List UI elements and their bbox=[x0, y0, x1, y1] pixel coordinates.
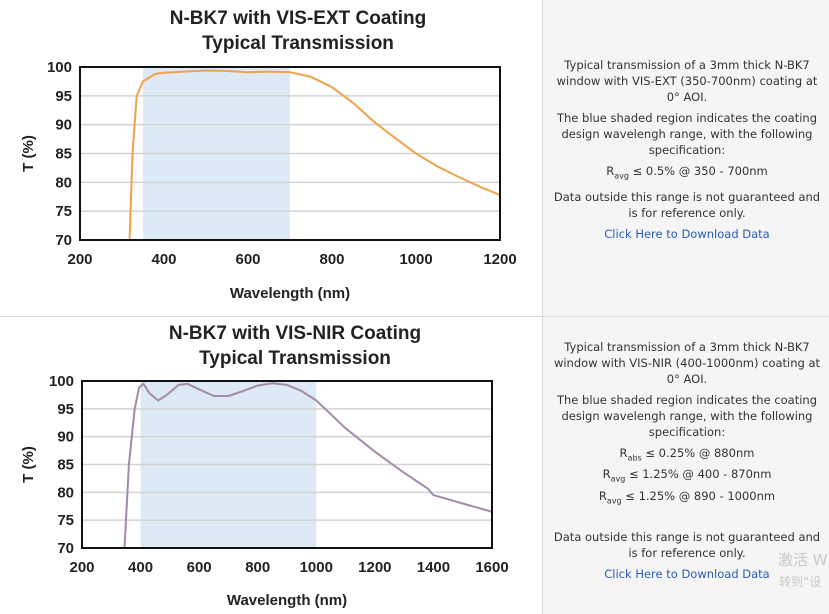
x-tick-label: 1000 bbox=[300, 559, 333, 576]
y-tick-label: 80 bbox=[57, 484, 74, 501]
chart-title: N-BK7 with VIS-NIR Coating bbox=[169, 323, 421, 344]
y-axis-label: T (%) bbox=[20, 135, 37, 172]
y-tick-label: 70 bbox=[57, 540, 74, 557]
y-tick-label: 100 bbox=[47, 59, 72, 76]
y-tick-label: 80 bbox=[55, 174, 72, 191]
chart-subtitle: Typical Transmission bbox=[199, 348, 391, 369]
transmission-curve bbox=[123, 382, 493, 549]
spec-text: ≤ 1.25% @ 890 - 1000nm bbox=[625, 488, 776, 503]
y-tick-label: 75 bbox=[57, 512, 74, 529]
y-tick-label: 100 bbox=[49, 373, 74, 390]
x-tick-label: 800 bbox=[319, 251, 344, 268]
spec-symbol: R bbox=[598, 488, 607, 503]
x-tick-label: 1000 bbox=[399, 251, 432, 268]
disclaimer: Data outside this range is not guarantee… bbox=[553, 529, 821, 560]
download-data-link[interactable]: Click Here to Download Data bbox=[604, 566, 770, 581]
plot-frame bbox=[79, 66, 501, 241]
spec-subscript: abs bbox=[627, 453, 642, 463]
transmission-curve bbox=[128, 69, 501, 241]
chart-row-vis-ext: N-BK7 with VIS-EXT Coating Typical Transm… bbox=[0, 0, 829, 316]
y-tick-label: 95 bbox=[55, 88, 72, 105]
spec-text: ≤ 0.5% @ 350 - 700nm bbox=[632, 164, 768, 178]
y-tick-label: 85 bbox=[57, 457, 74, 474]
x-tick-label: 1200 bbox=[358, 559, 391, 576]
spec-text: ≤ 1.25% @ 400 - 870nm bbox=[628, 467, 772, 482]
x-axis-label: Wavelength (nm) bbox=[230, 285, 350, 302]
plot-frame bbox=[81, 380, 493, 549]
x-tick-label: 1600 bbox=[475, 559, 508, 576]
chart-cell: N-BK7 with VIS-EXT Coating Typical Transm… bbox=[0, 0, 542, 316]
x-tick-label: 400 bbox=[128, 559, 153, 576]
spec-line: Ravg ≤ 0.5% @ 350 - 700nm bbox=[553, 163, 821, 184]
x-tick-label: 200 bbox=[67, 251, 92, 268]
activation-watermark-sub: 转到“设 bbox=[779, 575, 822, 589]
disclaimer: Data outside this range is not guarantee… bbox=[553, 190, 821, 221]
description-shading: The blue shaded region indicates the coa… bbox=[556, 393, 818, 439]
y-tick-label: 95 bbox=[57, 401, 74, 418]
description-text: Typical transmission of a 3mm thick N-BK… bbox=[553, 340, 821, 386]
spec-subscript: avg bbox=[610, 474, 626, 484]
description-shading: The blue shaded region indicates the coa… bbox=[556, 111, 818, 157]
description-text: Typical transmission of a 3mm thick N-BK… bbox=[556, 58, 818, 104]
vis-nir-chart: N-BK7 with VIS-NIR Coating Typical Transm… bbox=[20, 323, 509, 609]
chart-title: N-BK7 with VIS-EXT Coating bbox=[170, 8, 427, 29]
x-tick-label: 800 bbox=[245, 559, 270, 576]
y-axis-label: T (%) bbox=[20, 446, 37, 483]
spec-symbol: R bbox=[606, 164, 615, 178]
spec-symbol: R bbox=[602, 467, 611, 482]
y-tick-label: 85 bbox=[55, 146, 72, 163]
vis-ext-chart: N-BK7 with VIS-EXT Coating Typical Transm… bbox=[20, 8, 517, 302]
description: Typical transmission of a 3mm thick N-BK… bbox=[553, 57, 821, 247]
x-tick-label: 400 bbox=[151, 251, 176, 268]
y-tick-label: 70 bbox=[55, 232, 72, 249]
description-cell: Typical transmission of a 3mm thick N-BK… bbox=[542, 0, 829, 316]
x-axis-label: Wavelength (nm) bbox=[227, 592, 347, 609]
chart-subtitle: Typical Transmission bbox=[202, 33, 394, 54]
x-tick-label: 200 bbox=[69, 559, 94, 576]
chart-row-vis-nir: N-BK7 with VIS-NIR Coating Typical Transm… bbox=[0, 316, 829, 614]
description-cell: Typical transmission of a 3mm thick N-BK… bbox=[542, 317, 829, 614]
spec-subscript: avg bbox=[614, 171, 629, 181]
spec-lines: Rabs ≤ 0.25% @ 880nm Ravg ≤ 1.25% @ 400 … bbox=[553, 445, 821, 509]
x-tick-label: 600 bbox=[235, 251, 260, 268]
description: Typical transmission of a 3mm thick N-BK… bbox=[553, 339, 821, 587]
chart-cell: N-BK7 with VIS-NIR Coating Typical Transm… bbox=[0, 317, 542, 614]
x-tick-label: 1200 bbox=[483, 251, 516, 268]
activation-watermark: 激活 W bbox=[778, 551, 828, 569]
y-tick-label: 90 bbox=[55, 117, 72, 134]
y-tick-label: 90 bbox=[57, 429, 74, 446]
spec-symbol: R bbox=[619, 446, 628, 460]
x-tick-label: 600 bbox=[187, 559, 212, 576]
download-data-link[interactable]: Click Here to Download Data bbox=[604, 227, 770, 242]
spec-text: ≤ 0.25% @ 880nm bbox=[645, 446, 755, 460]
y-tick-label: 75 bbox=[55, 203, 72, 220]
x-tick-label: 1400 bbox=[417, 559, 450, 576]
spec-subscript: avg bbox=[606, 495, 622, 505]
